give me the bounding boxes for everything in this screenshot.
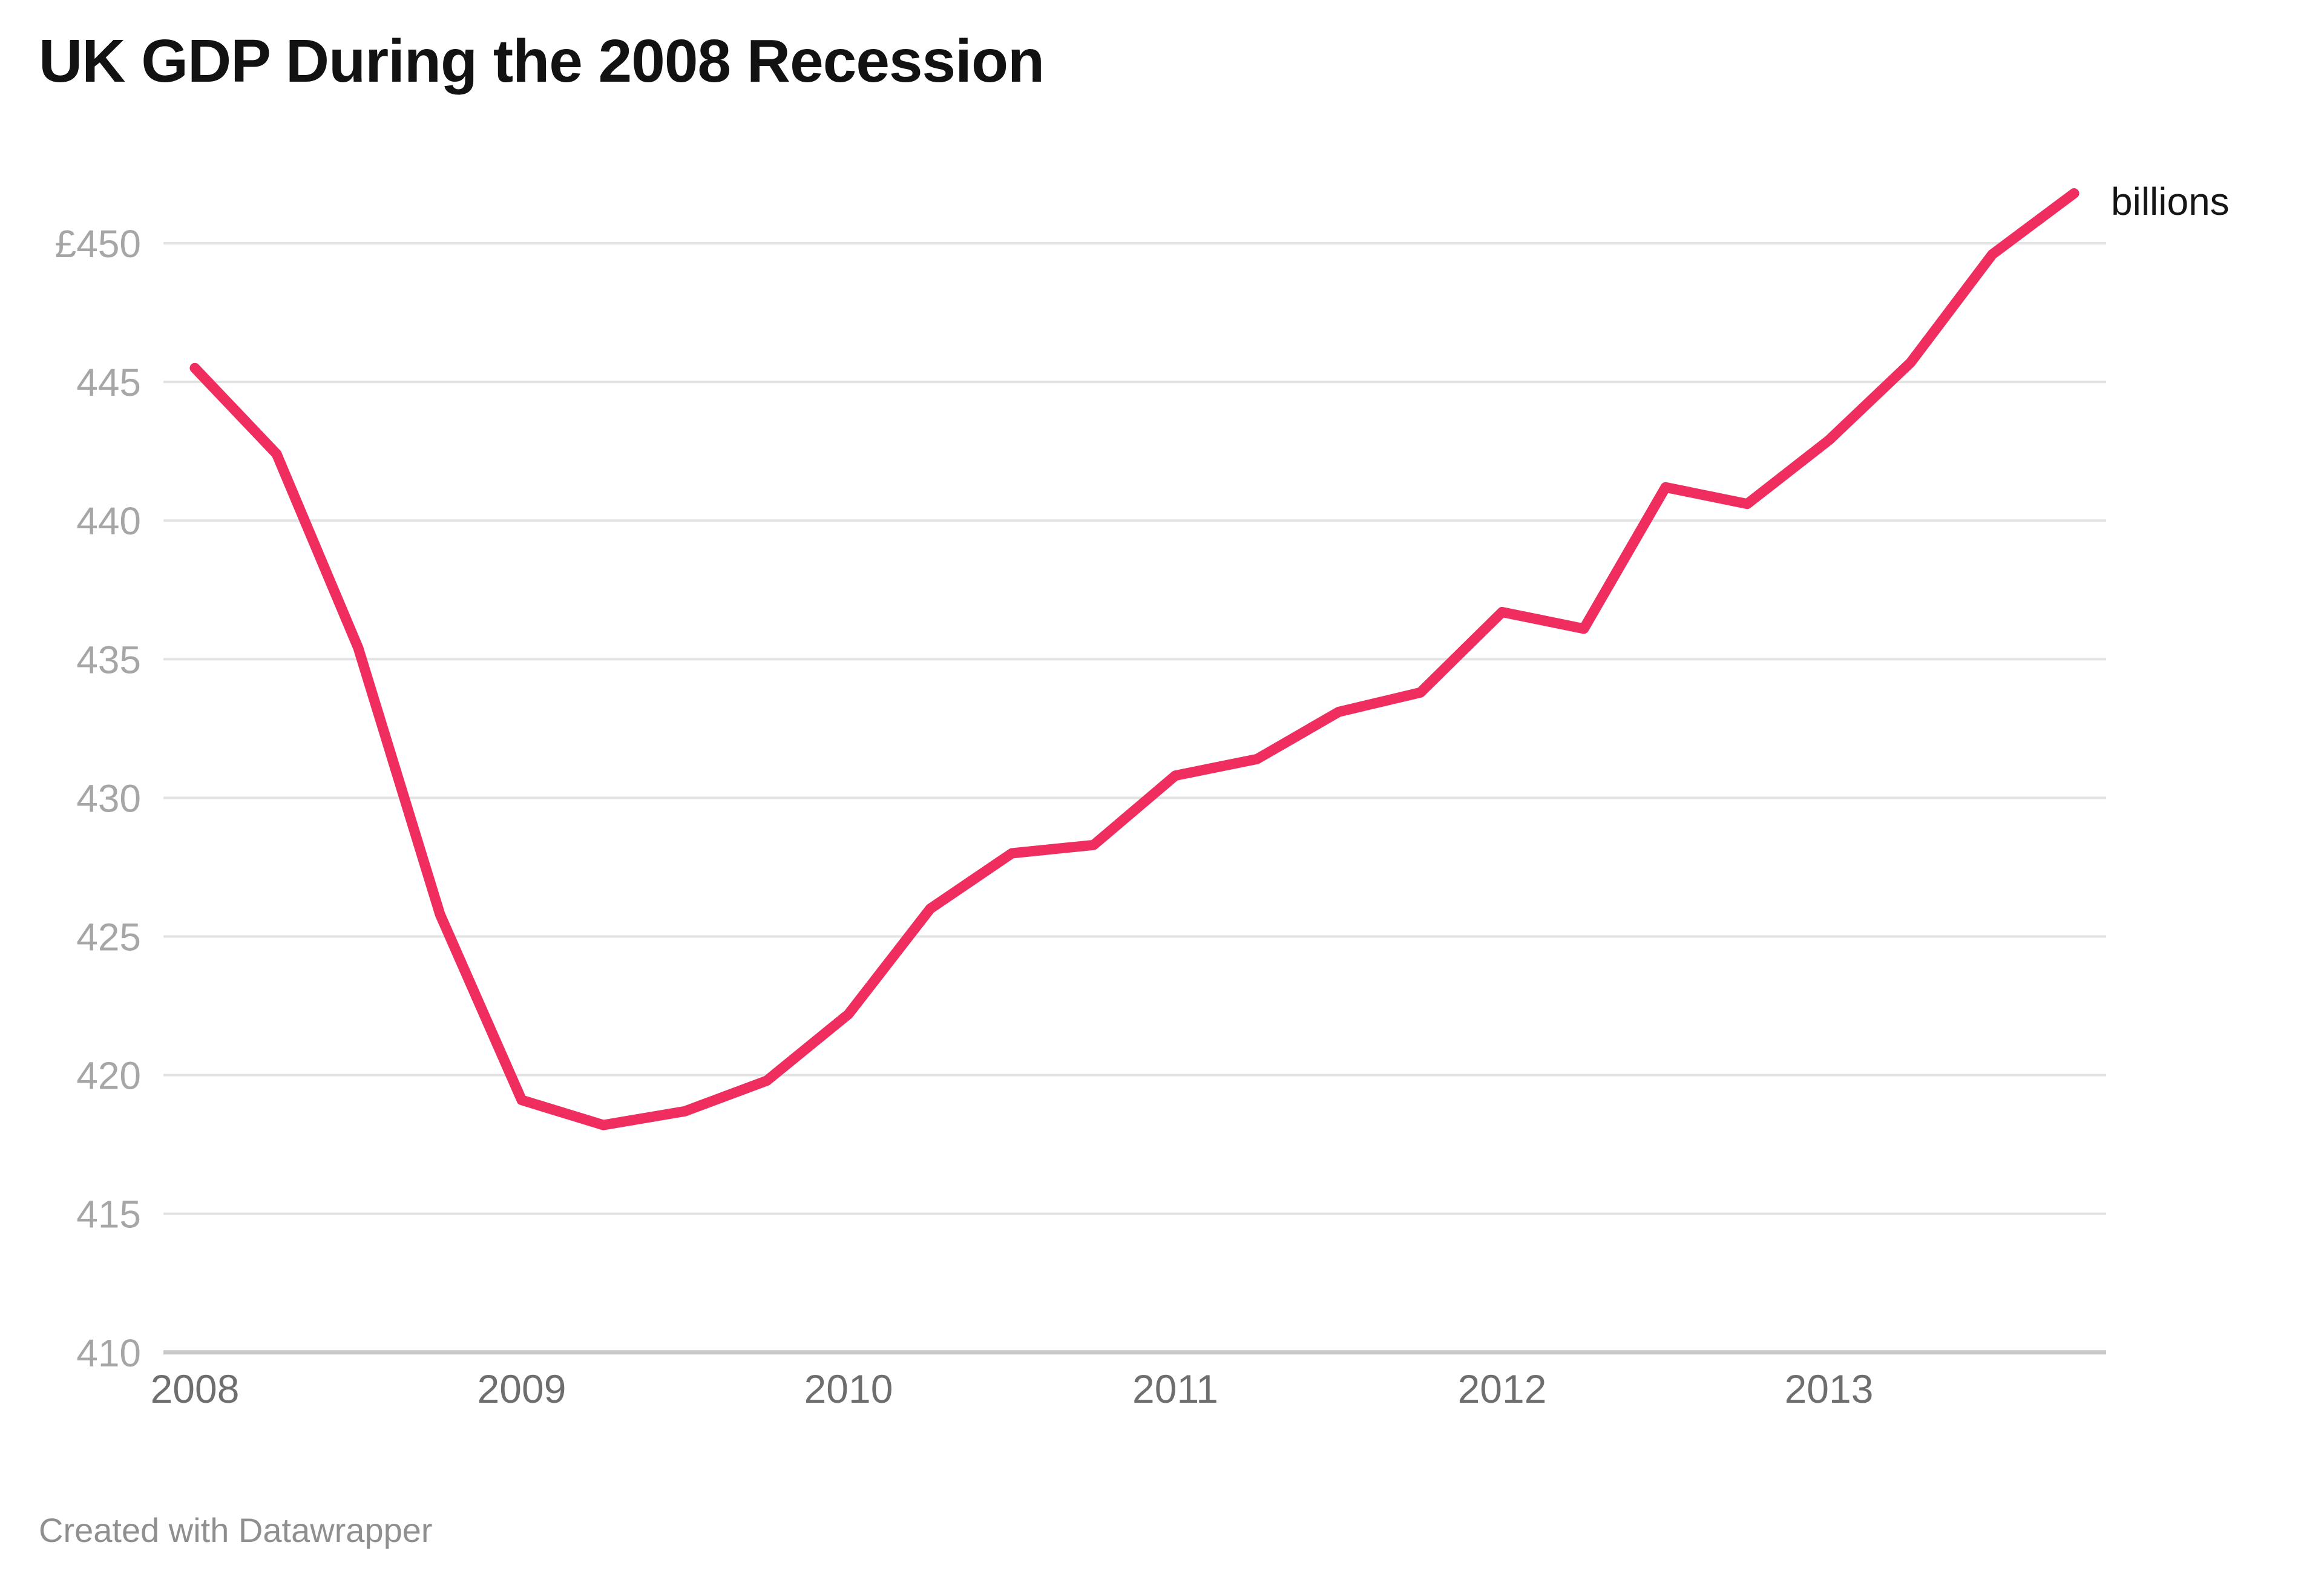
y-tick-label-435: 435 bbox=[76, 638, 141, 681]
chart-title: UK GDP During the 2008 Recession bbox=[39, 27, 1045, 95]
y-tick-label-440: 440 bbox=[76, 499, 141, 543]
datawrapper-credit-link[interactable]: Created with Datawrapper bbox=[39, 1511, 433, 1549]
y-tick-label-425: 425 bbox=[76, 916, 141, 959]
y-tick-label-420: 420 bbox=[76, 1054, 141, 1098]
x-tick-label-2010: 2010 bbox=[804, 1366, 893, 1411]
unit-annotation: billions bbox=[2111, 180, 2230, 223]
y-tick-label-430: 430 bbox=[76, 776, 141, 820]
gdp-data-line[interactable] bbox=[189, 188, 2079, 1130]
y-tick-label-415: 415 bbox=[76, 1193, 141, 1236]
y-tick-label-410: 410 bbox=[76, 1331, 141, 1375]
y-tick-label-450: £450 bbox=[55, 222, 141, 266]
x-tick-label-2012: 2012 bbox=[1458, 1366, 1547, 1411]
y-tick-label-445: 445 bbox=[76, 361, 141, 404]
x-tick-label-2013: 2013 bbox=[1785, 1366, 1874, 1411]
x-tick-label-2009: 2009 bbox=[478, 1366, 566, 1411]
x-tick-label-2008: 2008 bbox=[151, 1366, 240, 1411]
x-tick-label-2011: 2011 bbox=[1132, 1366, 1218, 1411]
